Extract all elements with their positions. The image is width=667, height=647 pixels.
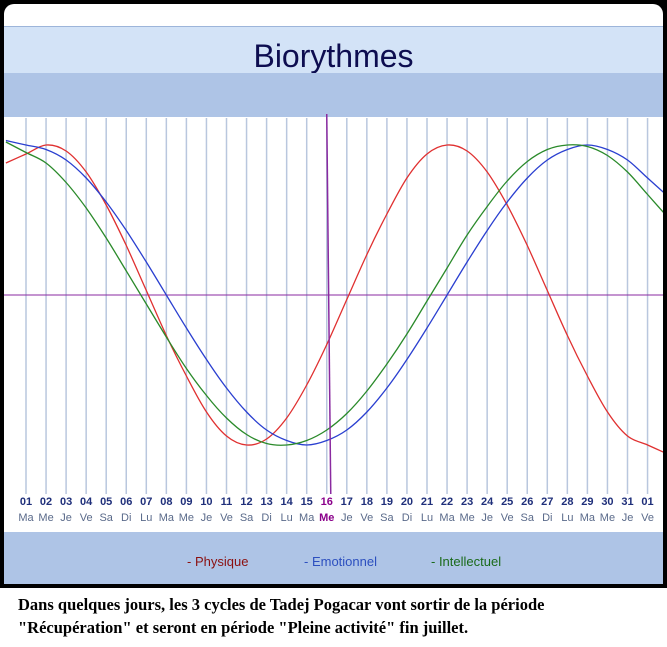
tick-label-weekday: Ma (299, 512, 315, 524)
tick-label-weekday: Lu (421, 512, 433, 524)
tick-label-weekday: Me (600, 512, 615, 524)
chart-panel: Biorythmes 01 Ma 02 Me 03 Je 04 Ve 05 Sa 06 Di 07 Lu 0… (4, 4, 663, 584)
tick-label-weekday: Ma (18, 512, 34, 524)
tick-label-day: 03 (60, 496, 72, 508)
tick-label-weekday: Di (542, 512, 552, 524)
tick-label-weekday: Di (402, 512, 412, 524)
tick-label-weekday: Me (319, 512, 334, 524)
tick-label-weekday: Me (38, 512, 53, 524)
legend-physique: - Physique (187, 554, 249, 569)
tick-label-weekday: Ve (641, 512, 654, 524)
tick-label-weekday: Sa (521, 512, 535, 524)
chart-title: Biorythmes (253, 38, 414, 74)
tick-label-weekday: Sa (380, 512, 394, 524)
tick-label-weekday: Me (179, 512, 194, 524)
tick-label-weekday: Je (201, 512, 213, 524)
tick-label-day: 29 (581, 496, 593, 508)
header-band (4, 73, 663, 117)
tick-label-day: 27 (541, 496, 553, 508)
tick-label-weekday: Ma (159, 512, 175, 524)
legend-intellectuel: - Intellectuel (431, 554, 502, 569)
series-line-intellectuel (5, 141, 663, 446)
tick-label-day: 20 (401, 496, 413, 508)
legend-emotionnel: - Emotionnel (304, 554, 377, 569)
tick-label-weekday: Ve (80, 512, 93, 524)
tick-label-day: 10 (200, 496, 212, 508)
tick-label-day: 26 (521, 496, 533, 508)
tick-label-weekday: Ve (501, 512, 514, 524)
tick-label-day: 30 (601, 496, 613, 508)
tick-label-day: 09 (180, 496, 192, 508)
tick-label-day: 23 (461, 496, 473, 508)
tick-label-day: 12 (240, 496, 252, 508)
tick-label-day: 18 (361, 496, 373, 508)
tick-label-day: 31 (621, 496, 633, 508)
tick-label-day: 02 (40, 496, 52, 508)
tick-label-day: 07 (140, 496, 152, 508)
today-marker-line (326, 113, 332, 495)
tick-label-day: 01 (20, 496, 32, 508)
tick-label-day: 25 (501, 496, 513, 508)
tick-label-day: 19 (381, 496, 393, 508)
tick-label-day: 08 (160, 496, 172, 508)
tick-label-weekday: Sa (99, 512, 113, 524)
tick-label-weekday: Ma (580, 512, 596, 524)
tick-label-weekday: Di (261, 512, 271, 524)
tick-label-weekday: Je (622, 512, 634, 524)
tick-label-weekday: Je (481, 512, 493, 524)
tick-label-weekday: Lu (281, 512, 293, 524)
tick-label-weekday: Lu (140, 512, 152, 524)
tick-label-day: 17 (341, 496, 353, 508)
tick-label-weekday: Sa (240, 512, 254, 524)
tick-label-day: 28 (561, 496, 573, 508)
caption-text: Dans quelques jours, les 3 cycles de Tad… (18, 595, 545, 637)
title-band (4, 26, 663, 74)
tick-label-day: 24 (481, 496, 494, 508)
tick-label-day: 05 (100, 496, 112, 508)
tick-label-day: 22 (441, 496, 453, 508)
tick-label-weekday: Di (121, 512, 131, 524)
chart-frame: Biorythmes 01 Ma 02 Me 03 Je 04 Ve 05 Sa 06 Di 07 Lu 0… (0, 0, 667, 588)
tick-label-day: 04 (80, 496, 93, 508)
tick-label-day: 01 (641, 496, 653, 508)
tick-label-weekday: Ve (360, 512, 373, 524)
tick-label-weekday: Lu (561, 512, 573, 524)
tick-label-day: 13 (260, 496, 272, 508)
tick-label-day: 11 (221, 496, 233, 508)
series-line-emotionnel (5, 139, 663, 446)
tick-label-weekday: Je (341, 512, 353, 524)
tick-label-day: 06 (120, 496, 132, 508)
tick-label-weekday: Ma (439, 512, 455, 524)
biorhythm-chart: 01 Ma 02 Me 03 Je 04 Ve 05 Sa 06 Di 07 Lu 08 Ma 09 Me 10 Je… (4, 113, 663, 524)
tick-label-day: 15 (301, 496, 313, 508)
tick-label-day: 21 (421, 496, 433, 508)
tick-label-weekday: Me (459, 512, 474, 524)
tick-label-day: 14 (281, 496, 294, 508)
tick-label-weekday: Je (60, 512, 72, 524)
tick-label-day: 16 (321, 496, 333, 508)
series-line-physique (5, 144, 663, 453)
tick-label-weekday: Ve (220, 512, 233, 524)
legend-band (4, 532, 663, 584)
